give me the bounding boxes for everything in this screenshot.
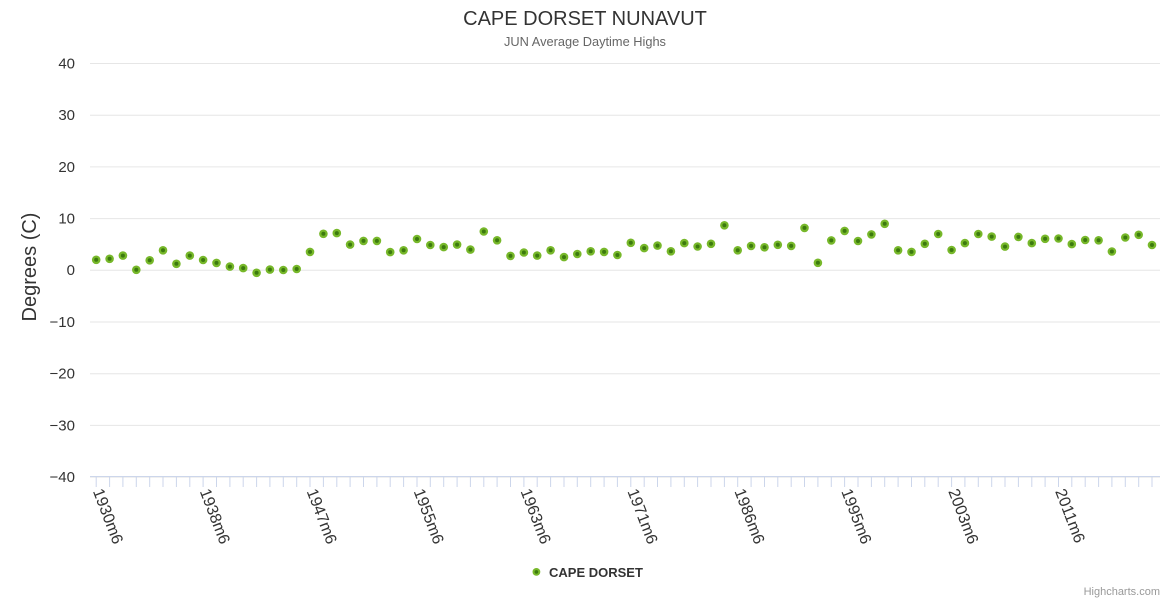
svg-text:CAPE DORSET NUNAVUT: CAPE DORSET NUNAVUT: [463, 8, 707, 30]
svg-text:−10: −10: [50, 314, 75, 331]
svg-text:10: 10: [58, 211, 75, 228]
svg-text:CAPE DORSET: CAPE DORSET: [549, 565, 643, 580]
svg-text:−20: −20: [50, 366, 75, 383]
svg-text:0: 0: [67, 262, 75, 279]
svg-text:Degrees (C): Degrees (C): [19, 213, 41, 322]
svg-text:30: 30: [58, 107, 75, 124]
svg-text:20: 20: [58, 159, 75, 176]
svg-text:−30: −30: [50, 417, 75, 434]
svg-text:−40: −40: [50, 469, 75, 486]
svg-text:40: 40: [58, 55, 75, 72]
svg-text:JUN Average Daytime Highs: JUN Average Daytime Highs: [504, 34, 666, 49]
svg-text:Highcharts.com: Highcharts.com: [1084, 586, 1160, 598]
